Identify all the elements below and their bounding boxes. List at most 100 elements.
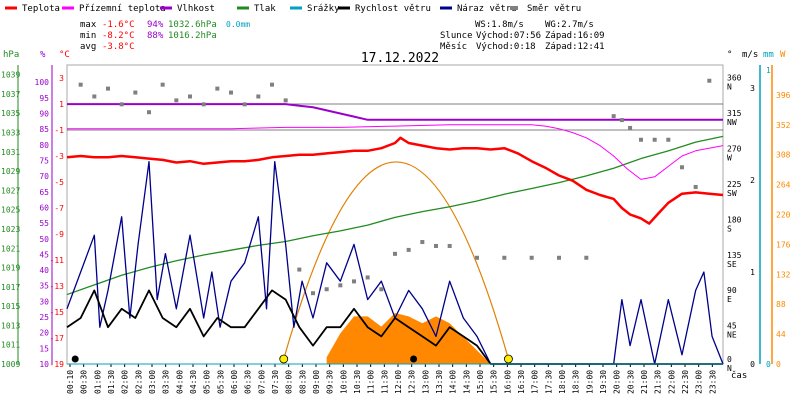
winddir-tick-label: SE — [727, 260, 737, 269]
x-tick-label: 02:30 — [134, 370, 143, 394]
x-tick-label: 17:30 — [544, 370, 553, 394]
winddir-tick-value: 135 — [727, 251, 742, 260]
pressure-tick-label: 1019 — [1, 264, 20, 273]
series-humidity-line — [67, 103, 723, 121]
unit-hpa: hPa — [3, 50, 19, 60]
x-tick-label: 14:00 — [449, 370, 458, 394]
moon-label: Měsíc — [440, 42, 467, 52]
wind-dir-point — [666, 137, 671, 142]
humidity-tick-label: 20 — [39, 329, 49, 338]
pressure-tick-label: 1031 — [1, 148, 20, 157]
winddir-tick-value: 90 — [727, 286, 737, 295]
wind-dir-point — [434, 243, 438, 248]
humidity-tick-label: 10 — [39, 360, 49, 369]
legend-item: Vlhkost — [160, 4, 215, 14]
legend-label: Vlhkost — [177, 4, 215, 14]
sunset-marker — [504, 354, 513, 364]
winddir-tick-label: NE — [727, 331, 737, 340]
stat-min-temp: -8.2°C — [102, 31, 135, 41]
humidity-tick-label: 45 — [39, 250, 49, 259]
solar-tick-label: 396 — [776, 91, 791, 100]
legend: Teplota Přízemní teplota Vlhkost Tlak Srážky… — [5, 4, 581, 14]
pressure-tick-label: 1037 — [1, 90, 20, 99]
x-tick-label: 08:30 — [298, 370, 307, 394]
humidity-tick-label: 70 — [39, 172, 49, 181]
wind-wg: WG:2.7m/s — [545, 20, 594, 30]
temp-tick-label: -17 — [50, 334, 65, 343]
unit-ms: m/s — [742, 50, 758, 60]
humidity-tick-label: 30 — [39, 297, 49, 306]
pressure-tick-label: 1029 — [1, 167, 20, 176]
winddir-tick-value: 0 — [727, 355, 732, 364]
x-tick-label: 12:00 — [394, 370, 403, 394]
pressure-tick-label: 1015 — [1, 302, 20, 311]
x-tick-label: 19:30 — [599, 370, 608, 394]
temp-tick-label: -19 — [50, 360, 65, 369]
humidity-tick-label: 50 — [39, 235, 49, 244]
humidity-tick-label: 85 — [39, 125, 49, 134]
temp-tick-label: 1 — [59, 100, 64, 109]
wind-dir-point — [242, 102, 247, 107]
wind-dir-point — [201, 102, 206, 107]
wind-dir-point — [628, 125, 633, 130]
x-tick-label: 03:00 — [148, 370, 157, 394]
humidity-tick-label: 55 — [39, 219, 49, 228]
x-tick-label: 20:30 — [626, 370, 635, 394]
wind-dir-point — [652, 137, 657, 142]
legend-item: Srážky — [290, 4, 340, 14]
series-pressure-line — [66, 135, 724, 296]
solar-tick-label: 264 — [776, 181, 791, 190]
wind-dir-point — [229, 90, 233, 95]
wind-dir-point — [502, 255, 507, 260]
wind-dir-point — [406, 247, 411, 252]
wind-ws: WS:1.8m/s — [475, 20, 524, 30]
wind-dir-point — [529, 255, 534, 260]
wind-dir-point — [352, 279, 356, 284]
series-temperature-line — [66, 136, 724, 225]
wind-dir-point — [147, 110, 151, 115]
wind-tick-label: 2 — [750, 176, 755, 185]
x-tick-label: 06:30 — [244, 370, 253, 394]
wind-dir-point — [106, 86, 110, 91]
x-tick-label: 16:00 — [503, 370, 512, 394]
legend-item: Rychlost větru — [338, 4, 431, 14]
x-tick-label: 03:30 — [162, 370, 171, 394]
humidity-tick-label: 65 — [39, 188, 49, 197]
x-tick-label: 06:00 — [230, 370, 239, 394]
x-tick-label: 23:00 — [695, 370, 704, 394]
solar-tick-label: 88 — [776, 300, 786, 309]
wind-dir-point — [584, 255, 589, 260]
pressure-tick-label: 1013 — [1, 321, 20, 330]
unit-w: W — [780, 50, 786, 60]
stats-block: max -1.6°C 94% 1032.6hPa 0.0mm min -8.2°… — [80, 20, 250, 52]
x-tick-label: 23:30 — [708, 370, 717, 394]
humidity-tick-label: 15 — [39, 344, 49, 353]
pressure-tick-label: 1017 — [1, 283, 20, 292]
solar-tick-label: 176 — [776, 240, 791, 249]
wind-dir-point — [619, 118, 624, 123]
winddir-tick-label: N — [727, 83, 732, 92]
winddir-tick-label: E — [727, 295, 732, 304]
x-tick-label: 07:00 — [257, 370, 266, 394]
winddir-tick-value: 315 — [727, 109, 742, 118]
pressure-tick-label: 1039 — [1, 71, 20, 80]
x-tick-label: 01:00 — [93, 370, 102, 394]
x-tick-label: 22:00 — [667, 370, 676, 394]
winddir-tick-value: 225 — [727, 180, 742, 189]
legend-swatch — [510, 6, 518, 10]
solar-tick-label: 308 — [776, 151, 791, 160]
wind-dir-point — [420, 240, 425, 245]
unit-pct: % — [40, 50, 46, 60]
winddir-tick-value: 45 — [727, 322, 737, 331]
wind-dir-point — [174, 98, 179, 103]
unit-mm: mm — [763, 50, 774, 60]
wind-dir-point — [365, 275, 370, 280]
legend-item: Náraz větru — [440, 4, 517, 14]
winddir-tick-value: 270 — [727, 145, 742, 154]
wind-dir-point — [160, 82, 165, 87]
sun-label: Slunce — [440, 31, 473, 41]
unit-deg: ° — [727, 50, 732, 60]
sun-arc — [283, 161, 510, 360]
